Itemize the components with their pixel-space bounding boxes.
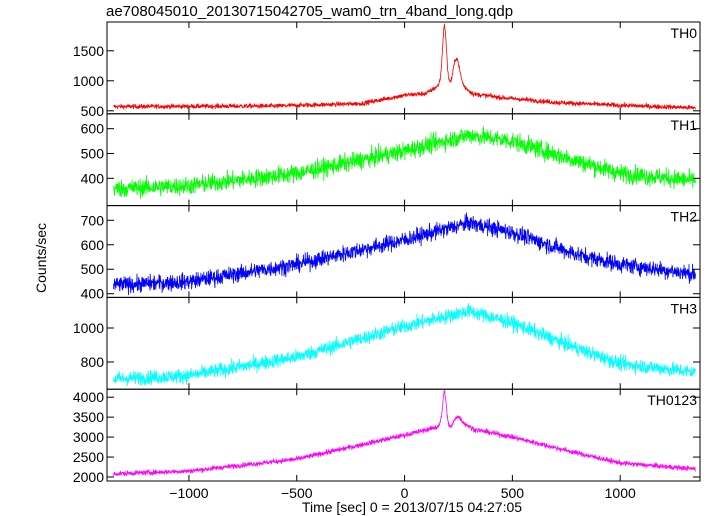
- y-tick-label: 400: [81, 286, 105, 302]
- panel-th0123: TH0123 2000 2500 3000 3500 4000: [73, 388, 701, 485]
- panel-label-th1: TH1: [671, 117, 698, 133]
- y-tick-label: 600: [81, 121, 105, 137]
- panel-frame: [106, 296, 701, 390]
- y-tick-label: 1000: [73, 320, 104, 336]
- panel-label-th0123: TH0123: [647, 392, 697, 408]
- y-tick-label: 3500: [73, 409, 104, 425]
- series-th1: [113, 126, 696, 199]
- y-axis-label: Counts/sec: [33, 223, 49, 293]
- y-tick-label: 2500: [73, 449, 104, 465]
- y-tick-label: 1000: [73, 73, 104, 89]
- panels-group: TH0 500 1000 1500 TH1 400 500 600 TH2 400 500 600 70…: [73, 21, 701, 485]
- series-th0123: [113, 389, 696, 477]
- series-th2: [113, 212, 696, 296]
- y-tick-label: 4000: [73, 389, 104, 405]
- y-tick-label: 500: [81, 103, 105, 119]
- x-axis: −1000 −500 0 500 1000: [169, 485, 636, 501]
- x-tick-label: 1000: [605, 485, 636, 501]
- y-tick-label: 700: [81, 212, 105, 228]
- x-tick-label: 500: [501, 485, 525, 501]
- y-tick-label: 400: [81, 170, 105, 186]
- panel-th0: TH0 500 1000 1500: [73, 21, 701, 119]
- panel-th3: TH3 800 1000: [73, 296, 701, 390]
- y-tick-label: 3000: [73, 429, 104, 445]
- series-th3: [113, 303, 696, 387]
- chart-title: ae708045010_20130715042705_wam0_trn_4ban…: [106, 3, 513, 20]
- y-tick-label: 500: [81, 261, 105, 277]
- y-tick-label: 2000: [73, 469, 104, 485]
- panel-frame: [106, 388, 701, 482]
- y-tick-label: 800: [81, 354, 105, 370]
- x-tick-label: −500: [281, 485, 313, 501]
- panel-frame: [106, 113, 701, 207]
- panel-frame: [106, 21, 701, 115]
- x-tick-label: 0: [401, 485, 409, 501]
- x-axis-label: Time [sec] 0 = 2013/07/15 04:27:05: [302, 499, 522, 515]
- y-tick-label: 1500: [73, 43, 104, 59]
- panel-label-th2: TH2: [671, 209, 698, 225]
- panel-label-th3: TH3: [671, 300, 698, 316]
- x-tick-label: −1000: [169, 485, 209, 501]
- series-th0: [113, 23, 696, 111]
- panel-th1: TH1 400 500 600: [81, 113, 701, 207]
- y-tick-label: 600: [81, 237, 105, 253]
- panel-label-th0: TH0: [671, 25, 698, 41]
- y-tick-label: 500: [81, 145, 105, 161]
- panel-th2: TH2 400 500 600 700: [81, 205, 701, 302]
